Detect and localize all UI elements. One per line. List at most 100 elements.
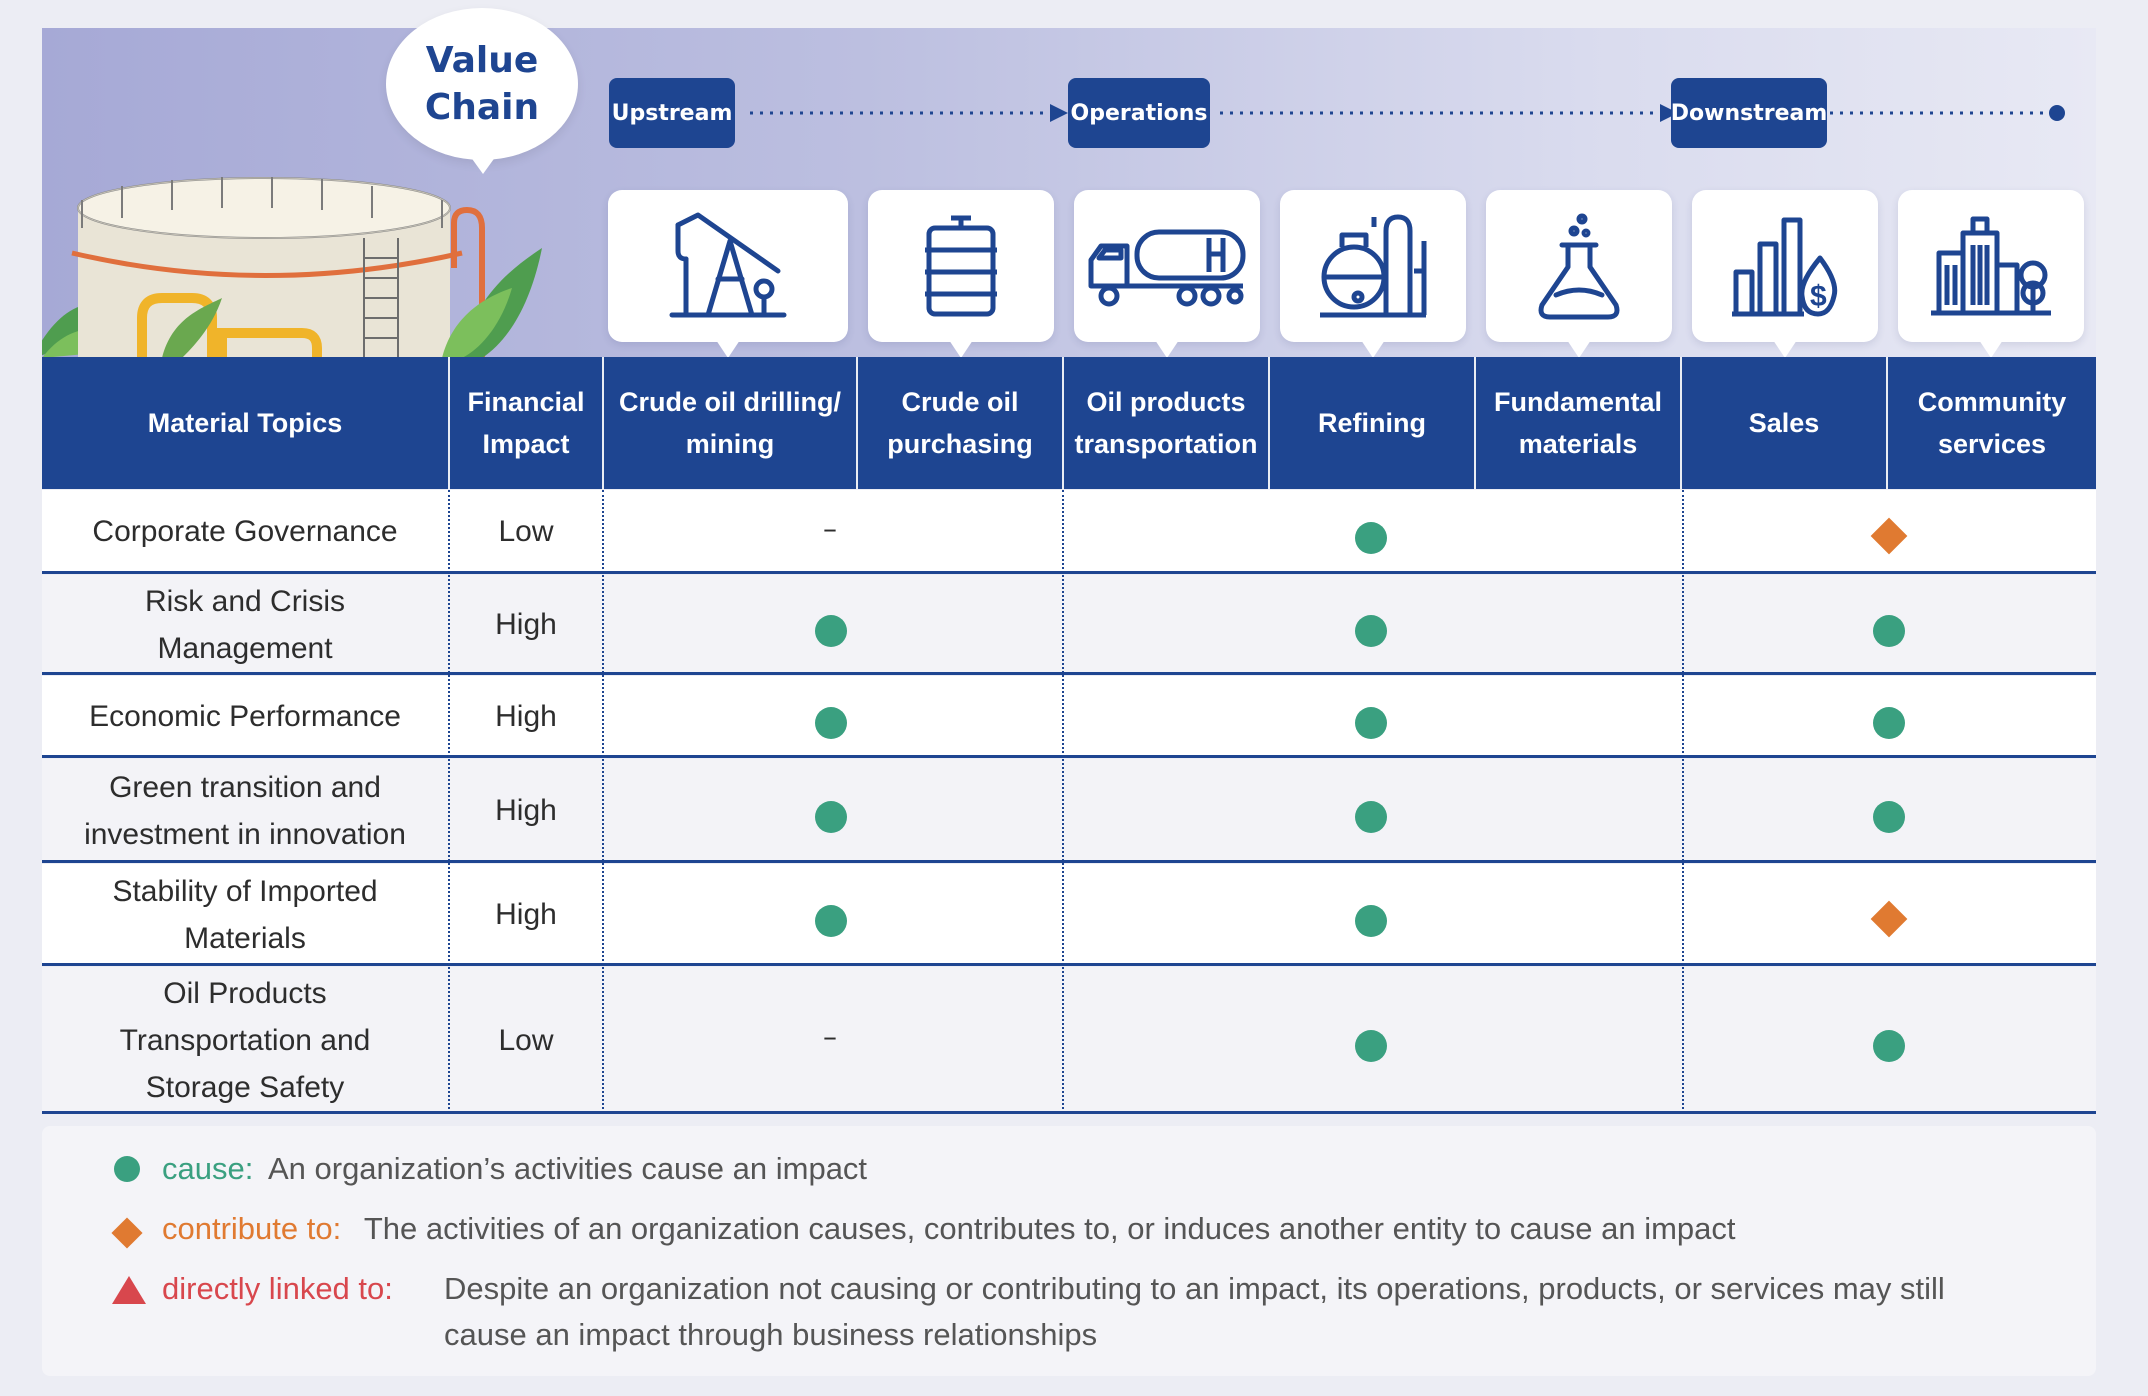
topic-cell: Green transition and investment in innova… <box>42 759 448 862</box>
cause-marker <box>1873 614 1905 647</box>
header-refining: Refining <box>1270 357 1474 489</box>
column-divider <box>448 490 450 1113</box>
tanker-truck-icon <box>1088 229 1246 307</box>
legend-linked-line2: cause an impact through business relatio… <box>444 1317 1098 1352</box>
financial-impact-cell: High <box>495 794 557 827</box>
topic-line: investment in innovation <box>84 817 406 851</box>
topic-line: Corporate Governance <box>92 515 398 548</box>
header-financial-line2: Impact <box>482 429 570 459</box>
stage-operations: Operations <box>1068 78 1210 148</box>
topic-cell: Corporate Governance <box>42 490 448 573</box>
topic-line: Stability of Imported <box>112 874 378 908</box>
card-community-services <box>1898 190 2084 358</box>
header-community-line2: services <box>1937 429 2047 459</box>
legend-cause-text: An organization’s activities cause an im… <box>267 1151 868 1186</box>
header-refining-text: Refining <box>1318 408 1426 438</box>
legend-cause-key: cause: <box>162 1151 254 1186</box>
row-divider <box>42 860 2096 863</box>
oil-barrel-icon <box>925 215 997 317</box>
flask-icon <box>1538 213 1620 320</box>
cause-marker <box>1355 800 1387 833</box>
svg-text:$: $ <box>1810 280 1827 313</box>
topic-line: Oil Products <box>163 976 327 1010</box>
topic-cell: Risk and Crisis Management <box>42 575 448 674</box>
topic-line: Storage Safety <box>145 1070 345 1104</box>
cause-marker <box>1355 614 1387 647</box>
header-transport-line1: Oil products <box>1086 387 1246 417</box>
table-row <box>42 575 2096 674</box>
header-financial-line1: Financial <box>467 387 585 417</box>
cause-marker <box>815 904 847 937</box>
header-transport-line2: transportation <box>1074 429 1258 459</box>
financial-impact-cell: High <box>495 608 557 641</box>
card-sales: $ <box>1692 190 1878 358</box>
header-fundamental-line2: materials <box>1518 429 1638 459</box>
row-divider <box>42 672 2096 675</box>
value-chain-bubble: Value Chain <box>386 8 578 174</box>
header-sales-text: Sales <box>1748 408 1820 438</box>
column-divider <box>1682 490 1684 1113</box>
cause-marker <box>815 800 847 833</box>
no-impact-dash: – <box>823 511 837 545</box>
cause-marker <box>1873 1030 1905 1062</box>
header-crude-oil-purchasing: Crude oil purchasing <box>858 357 1062 489</box>
card-fundamental-materials <box>1486 190 1672 358</box>
stage-downstream: Downstream <box>1671 78 1827 148</box>
legend-contribute-key: contribute to: <box>162 1211 342 1246</box>
topic-line: Management <box>157 631 333 665</box>
row-divider <box>42 1111 2096 1114</box>
legend-linked-key: directly linked to: <box>162 1266 393 1312</box>
column-divider <box>602 490 604 1113</box>
legend-linked-marker <box>112 1276 146 1304</box>
header-fundamental-materials: Fundamental materials <box>1476 357 1680 489</box>
topic-line: Risk and Crisis <box>144 584 346 618</box>
refinery-icon <box>1320 214 1427 318</box>
value-chain-title-line1: Value <box>425 40 539 81</box>
table-header: Material Topics Financial Impact Crude oi… <box>42 357 2096 489</box>
header-community-services: Community services <box>1888 357 2096 489</box>
table-row <box>42 490 2096 573</box>
legend-contribute: contribute to: The activities of an orga… <box>162 1206 1736 1252</box>
topic-line: Green transition and <box>109 770 381 804</box>
row-divider <box>42 755 2096 758</box>
no-impact-dash: – <box>823 1020 837 1053</box>
row-divider <box>42 571 2096 574</box>
header-drilling-line1: Crude oil drilling/ <box>619 387 841 417</box>
cause-marker <box>815 614 847 647</box>
table-row <box>42 676 2096 757</box>
sales-chart-icon: $ <box>1732 217 1838 317</box>
value-chain-title-line2: Chain <box>424 87 540 128</box>
table-row <box>42 967 2096 1113</box>
header-financial-impact: Financial Impact <box>450 357 602 489</box>
header-oil-products-transportation: Oil products transportation <box>1064 357 1268 489</box>
legend-cause: cause: An organization’s activities caus… <box>162 1146 867 1192</box>
cause-marker <box>815 706 847 739</box>
financial-impact-cell: High <box>495 700 557 733</box>
card-oil-products-transportation <box>1074 190 1260 358</box>
header-material-topics-text: Material Topics <box>147 408 343 438</box>
storage-tank-illustration <box>42 177 542 358</box>
legend-linked-text: Despite an organization not causing or c… <box>444 1266 1945 1358</box>
legend-linked-line1: Despite an organization not causing or c… <box>444 1271 1945 1306</box>
financial-impact-cell: High <box>495 898 557 931</box>
card-crude-oil-drilling <box>608 190 848 358</box>
column-divider <box>1062 490 1064 1113</box>
financial-impact-cell: Low <box>498 1023 554 1057</box>
topic-cell: Oil Products Transportation and Storage Sa… <box>42 967 448 1113</box>
topic-line: Economic Performance <box>89 700 401 733</box>
legend-cause-marker <box>114 1156 140 1182</box>
cause-marker <box>1355 521 1387 554</box>
header-purchasing-line2: purchasing <box>887 429 1033 459</box>
topic-line: Transportation and <box>119 1023 371 1057</box>
row-divider <box>42 963 2096 966</box>
stage-upstream: Upstream <box>609 78 735 148</box>
legend-contribute-marker <box>111 1217 143 1249</box>
cause-marker <box>1355 706 1387 739</box>
cause-marker <box>1873 800 1905 833</box>
legend: cause: An organization’s activities caus… <box>42 1126 2096 1376</box>
topic-cell: Stability of Imported Materials <box>42 864 448 965</box>
header-material-topics: Material Topics <box>42 357 448 489</box>
card-crude-oil-purchasing <box>868 190 1054 358</box>
oil-pumpjack-icon <box>669 212 787 318</box>
